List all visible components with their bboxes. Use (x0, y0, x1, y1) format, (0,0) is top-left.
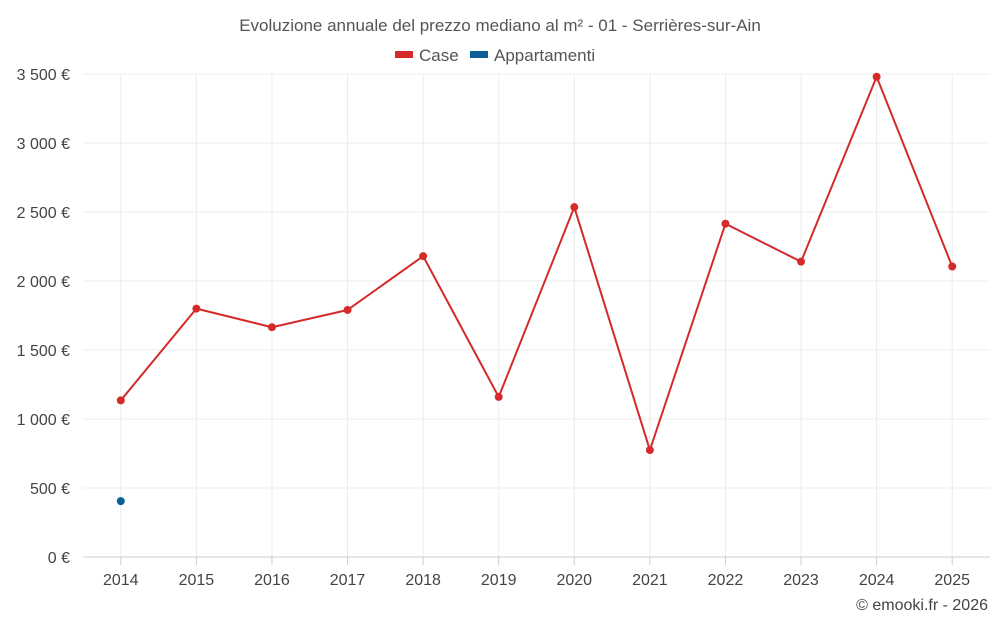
data-point-case-2014[interactable] (116, 396, 125, 405)
y-tick-label: 1 000 € (17, 412, 70, 429)
y-tick-label: 2 500 € (17, 205, 70, 222)
data-point-case-2024[interactable] (872, 72, 881, 81)
x-tick-label: 2014 (103, 572, 139, 589)
x-axis: 2014 2015 2016 2017 2018 2019 2020 2021 2022 2023… (83, 556, 990, 589)
data-point-case-2017[interactable] (343, 305, 352, 314)
credit-text: © emooki.fr - 2026 (856, 597, 988, 614)
legend: Case Appartamenti (395, 46, 595, 65)
data-point-case-2021[interactable] (645, 446, 654, 455)
series-layer (116, 72, 957, 506)
y-tick-label: 3 500 € (17, 67, 70, 84)
y-tick-label: 500 € (30, 481, 70, 498)
x-tick-label: 2020 (556, 572, 592, 589)
x-tick-label: 2025 (934, 572, 970, 589)
data-point-appartamenti-2014[interactable] (116, 497, 125, 506)
y-tick-label: 1 500 € (17, 343, 70, 360)
x-tick-label: 2023 (783, 572, 819, 589)
data-point-case-2020[interactable] (570, 203, 579, 212)
x-tick-label: 2024 (859, 572, 895, 589)
legend-label-case[interactable]: Case (419, 46, 459, 65)
chart-title: Evoluzione annuale del prezzo mediano al… (239, 16, 761, 35)
y-axis: 0 € 500 € 1 000 € 1 500 € 2 000 € 2 500 € 3 00… (17, 67, 70, 567)
y-tick-label: 2 000 € (17, 274, 70, 291)
data-point-case-2015[interactable] (192, 304, 201, 313)
x-tick-label: 2017 (330, 572, 366, 589)
x-tick-label: 2018 (405, 572, 441, 589)
data-point-case-2023[interactable] (797, 257, 806, 266)
x-tick-label: 2022 (708, 572, 744, 589)
legend-swatch-appartamenti (470, 51, 488, 58)
data-point-case-2025[interactable] (948, 262, 957, 271)
series-line-case (120, 75, 954, 452)
x-tick-label: 2019 (481, 572, 517, 589)
data-point-case-2019[interactable] (494, 392, 503, 401)
legend-swatch-case (395, 51, 413, 58)
x-tick-label: 2015 (179, 572, 215, 589)
y-tick-label: 0 € (48, 550, 70, 567)
y-tick-label: 3 000 € (17, 136, 70, 153)
data-point-case-2016[interactable] (267, 323, 276, 332)
data-point-case-2018[interactable] (419, 252, 428, 261)
x-tick-label: 2016 (254, 572, 290, 589)
x-tick-label: 2021 (632, 572, 668, 589)
data-point-case-2022[interactable] (721, 219, 730, 228)
legend-label-appartamenti[interactable]: Appartamenti (494, 46, 595, 65)
gridlines (83, 73, 990, 557)
